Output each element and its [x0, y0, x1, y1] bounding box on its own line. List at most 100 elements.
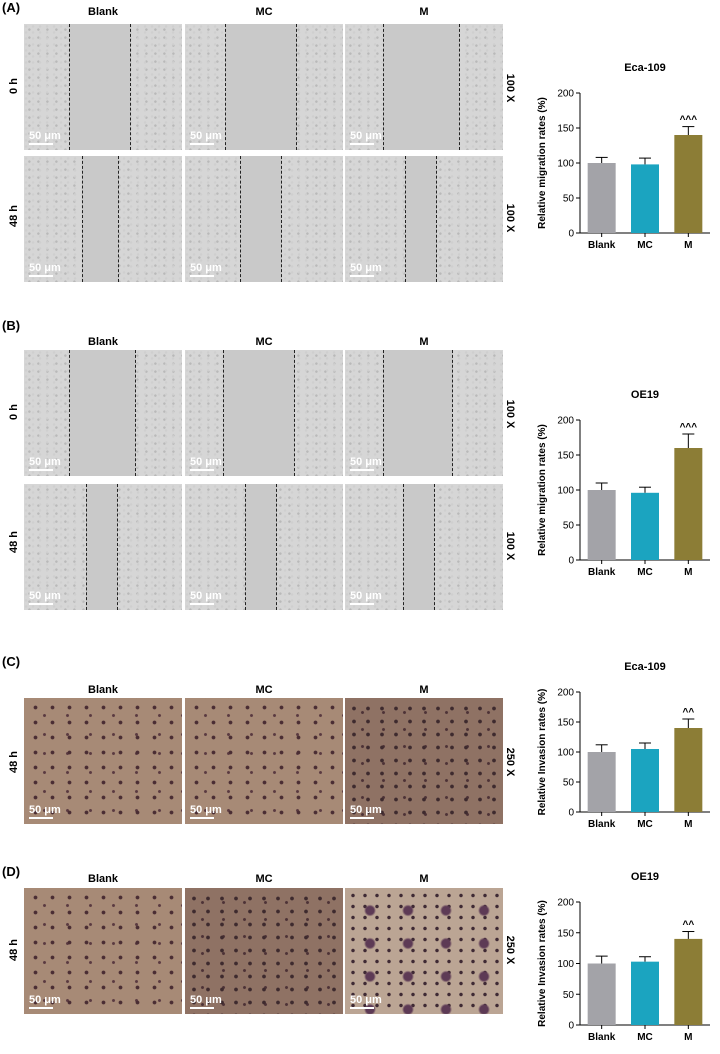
y-tick-label: 100: [557, 748, 574, 759]
row-label-48h: 48 h: [8, 939, 20, 962]
scale-bar: 50 μm: [350, 130, 382, 145]
y-tick-label: 150: [557, 928, 574, 939]
panel-b: (B) Blank MC M 0 h 48 h 50 μm 50 μm 50 μ…: [0, 318, 720, 618]
bar-chart-c: Eca-109 0 50 100 150 200 Relative Invasion rat…: [537, 661, 710, 830]
bar-mc: [631, 961, 659, 1025]
scale-bar: 50 μm: [29, 130, 61, 145]
micrograph-m-0h: 50 μm: [345, 350, 503, 476]
bar-chart-d: OE19 0 50 100 150 200 Relative Invasion rates …: [537, 871, 710, 1043]
y-tick-label: 50: [563, 194, 575, 205]
bar-blank: [587, 963, 616, 1025]
x-tick-label: MC: [637, 567, 653, 578]
y-axis-label: Relative migration rates (%): [537, 97, 548, 229]
column-label-mc: MC: [255, 6, 273, 18]
y-tick-label: 150: [557, 718, 574, 729]
chart-title: OE19: [631, 871, 659, 883]
magnification-label: 250 X: [504, 935, 516, 965]
micrograph-blank-0h: 50 μm: [24, 24, 182, 150]
x-tick-label: MC: [637, 819, 653, 830]
row-label-48h: 48 h: [8, 205, 20, 228]
y-tick-label: 0: [568, 229, 574, 240]
y-tick-label: 200: [557, 688, 574, 699]
micrograph-mc-0h: 50 μm: [185, 350, 343, 476]
scale-bar: 50 μm: [350, 994, 382, 1009]
y-tick-label: 50: [563, 990, 575, 1001]
y-tick-label: 0: [568, 808, 574, 819]
micrograph-mc-0h: 50 μm: [185, 24, 343, 150]
micrograph-m-48h: 50 μm: [345, 698, 503, 824]
y-tick-label: 200: [557, 416, 574, 427]
column-label-blank: Blank: [88, 873, 118, 885]
y-tick-label: 50: [563, 521, 575, 532]
row-label-0h: 0 h: [8, 404, 20, 420]
micrograph-mc-48h: 50 μm: [185, 156, 343, 282]
x-tick-label: M: [684, 240, 692, 251]
bar-chart-b: OE19 0 50 100 150 200 Relative migration rates…: [537, 389, 710, 578]
chart-title: Eca-109: [624, 62, 666, 74]
panel-label: (A): [2, 0, 21, 15]
scale-bar: 50 μm: [190, 804, 222, 819]
column-label-blank: Blank: [88, 684, 118, 696]
micrograph-m-48h: 50 μm: [345, 484, 503, 610]
bar-blank: [587, 752, 616, 812]
y-tick-label: 100: [557, 959, 574, 970]
scale-bar: 50 μm: [190, 130, 222, 145]
y-axis-label: Relative Invasion rates (%): [537, 900, 548, 1027]
scale-bar: 50 μm: [29, 456, 61, 471]
row-label-48h: 48 h: [8, 751, 20, 774]
micrograph-mc-48h: 50 μm: [185, 888, 343, 1014]
scale-bar: 50 μm: [350, 262, 382, 277]
scale-bar: 50 μm: [190, 994, 222, 1009]
scale-bar: 50 μm: [350, 590, 382, 605]
scale-bar: 50 μm: [350, 456, 382, 471]
micrograph-blank-48h: 50 μm: [24, 888, 182, 1014]
scale-bar: 50 μm: [350, 804, 382, 819]
bar-m: [674, 938, 703, 1025]
column-label-m: M: [419, 336, 429, 348]
bar-mc: [631, 164, 659, 233]
magnification-label: 250 X: [504, 747, 516, 777]
magnification-label: 100 X: [504, 203, 516, 233]
magnification-label: 100 X: [504, 73, 516, 103]
column-label-mc: MC: [255, 336, 273, 348]
row-label-0h: 0 h: [8, 78, 20, 94]
y-tick-label: 0: [568, 1021, 574, 1032]
chart-title: OE19: [631, 389, 659, 401]
y-tick-label: 150: [557, 451, 574, 462]
scale-bar: 50 μm: [29, 804, 61, 819]
x-tick-label: M: [684, 1032, 692, 1043]
scale-bar: 50 μm: [190, 456, 222, 471]
column-label-blank: Blank: [88, 6, 118, 18]
y-tick-label: 200: [557, 898, 574, 909]
scale-bar: 50 μm: [190, 262, 222, 277]
scale-bar: 50 μm: [29, 590, 61, 605]
bar-m: [674, 728, 703, 812]
column-label-mc: MC: [255, 684, 273, 696]
x-tick-label: M: [684, 567, 692, 578]
panel-d: (D) Blank MC M 48 h 50 μm 50 μm 50 μm 25…: [0, 864, 720, 1054]
panel-label: (D): [2, 864, 21, 879]
magnification-label: 100 X: [504, 531, 516, 561]
micrograph-mc-48h: 50 μm: [185, 698, 343, 824]
scale-bar: 50 μm: [29, 994, 61, 1009]
significance-label: ^^: [682, 707, 694, 718]
bar-m: [674, 135, 703, 233]
micrograph-m-48h: 50 μm: [345, 156, 503, 282]
x-tick-label: MC: [637, 1032, 653, 1043]
y-tick-label: 50: [563, 778, 575, 789]
x-tick-label: Blank: [588, 240, 616, 251]
column-label-blank: Blank: [88, 336, 118, 348]
row-label-48h: 48 h: [8, 531, 20, 554]
x-tick-label: Blank: [588, 819, 616, 830]
bar-m: [674, 448, 703, 560]
x-tick-label: MC: [637, 240, 653, 251]
micrograph-blank-48h: 50 μm: [24, 698, 182, 824]
micrograph-mc-48h: 50 μm: [185, 484, 343, 610]
micrograph-blank-48h: 50 μm: [24, 156, 182, 282]
chart-title: Eca-109: [624, 661, 666, 673]
y-tick-label: 150: [557, 124, 574, 135]
panel-a: (A) Blank MC M 0 h 48 h 50 μm 50 μm 50 μ…: [0, 0, 720, 300]
bar-blank: [587, 163, 616, 233]
y-tick-label: 100: [557, 486, 574, 497]
micrograph-blank-0h: 50 μm: [24, 350, 182, 476]
